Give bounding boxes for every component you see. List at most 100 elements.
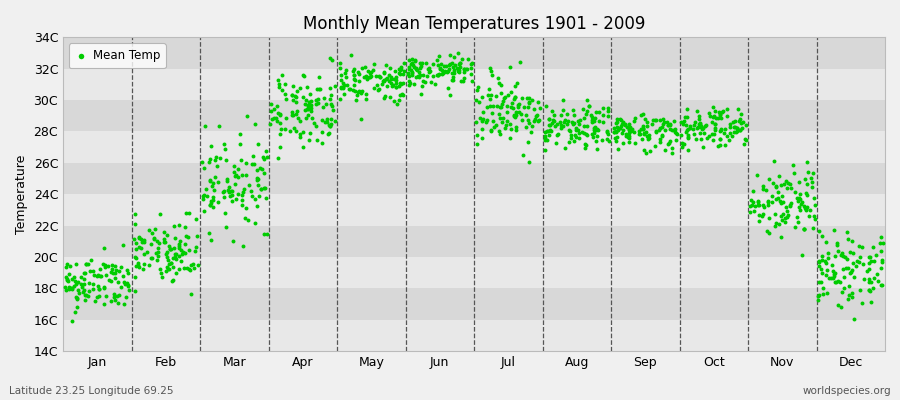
- Mean Temp: [688, 122, 702, 128]
- Mean Temp: [686, 126, 700, 132]
- Mean Temp: [769, 211, 783, 218]
- Mean Temp: [837, 284, 851, 291]
- Mean Temp: [680, 133, 695, 140]
- Mean Temp: [167, 234, 182, 241]
- Mean Temp: [485, 110, 500, 116]
- Mean Temp: [778, 218, 792, 225]
- Mean Temp: [734, 127, 748, 134]
- Mean Temp: [249, 174, 264, 181]
- Mean Temp: [458, 66, 473, 72]
- Mean Temp: [173, 238, 187, 244]
- Mean Temp: [58, 273, 73, 280]
- Mean Temp: [680, 126, 695, 133]
- Mean Temp: [92, 293, 106, 299]
- Mean Temp: [792, 195, 806, 202]
- Mean Temp: [693, 136, 707, 142]
- Mean Temp: [206, 194, 220, 200]
- Mean Temp: [608, 120, 623, 126]
- Mean Temp: [202, 202, 217, 208]
- Mean Temp: [720, 113, 734, 119]
- Mean Temp: [118, 281, 132, 287]
- Mean Temp: [783, 181, 797, 188]
- Mean Temp: [579, 131, 593, 138]
- Mean Temp: [179, 232, 194, 239]
- Mean Temp: [457, 69, 472, 76]
- Mean Temp: [388, 68, 402, 74]
- Mean Temp: [518, 112, 533, 118]
- Mean Temp: [252, 192, 266, 199]
- Mean Temp: [271, 155, 285, 161]
- Mean Temp: [433, 65, 447, 72]
- Mean Temp: [815, 253, 830, 259]
- Mean Temp: [508, 114, 523, 121]
- Mean Temp: [69, 304, 84, 310]
- Mean Temp: [455, 56, 470, 62]
- Mean Temp: [843, 269, 858, 275]
- Mean Temp: [556, 96, 571, 103]
- Mean Temp: [182, 247, 196, 254]
- Mean Temp: [300, 106, 314, 112]
- Mean Temp: [713, 142, 727, 148]
- Mean Temp: [587, 125, 601, 132]
- Mean Temp: [711, 143, 725, 149]
- Mean Temp: [564, 119, 579, 125]
- Mean Temp: [545, 117, 560, 124]
- Mean Temp: [187, 265, 202, 271]
- Mean Temp: [333, 60, 347, 67]
- Mean Temp: [382, 72, 396, 78]
- Mean Temp: [847, 315, 861, 322]
- Mean Temp: [590, 133, 604, 140]
- Mean Temp: [707, 120, 722, 127]
- Mean Temp: [158, 251, 173, 257]
- Mean Temp: [359, 96, 374, 102]
- Mean Temp: [621, 133, 635, 140]
- Mean Temp: [117, 279, 131, 286]
- Mean Temp: [778, 178, 793, 184]
- Mean Temp: [122, 287, 137, 293]
- Mean Temp: [445, 70, 459, 76]
- Mean Temp: [392, 70, 406, 76]
- Mean Temp: [545, 120, 560, 126]
- Mean Temp: [301, 102, 315, 108]
- Mean Temp: [251, 141, 266, 148]
- Mean Temp: [648, 116, 662, 123]
- Mean Temp: [217, 188, 231, 194]
- Mean Temp: [512, 101, 526, 108]
- Mean Temp: [539, 128, 554, 134]
- Mean Temp: [853, 254, 868, 260]
- Mean Temp: [706, 114, 721, 120]
- Mean Temp: [301, 102, 315, 109]
- Mean Temp: [821, 250, 835, 256]
- Mean Temp: [571, 126, 585, 133]
- Mean Temp: [585, 119, 599, 125]
- Mean Temp: [248, 121, 262, 128]
- Mean Temp: [393, 71, 408, 77]
- Mean Temp: [256, 230, 271, 237]
- Mean Temp: [153, 266, 167, 272]
- Mean Temp: [491, 110, 506, 117]
- Mean Temp: [542, 116, 556, 122]
- Mean Temp: [64, 318, 78, 324]
- Mean Temp: [132, 264, 147, 270]
- Mean Temp: [94, 273, 109, 280]
- Mean Temp: [61, 271, 76, 277]
- Mean Temp: [783, 200, 797, 206]
- Mean Temp: [791, 219, 806, 225]
- Mean Temp: [476, 116, 491, 122]
- Mean Temp: [649, 128, 663, 134]
- Mean Temp: [852, 286, 867, 293]
- Mean Temp: [812, 292, 826, 298]
- Mean Temp: [413, 60, 428, 66]
- Mean Temp: [248, 220, 263, 226]
- Mean Temp: [256, 154, 270, 160]
- Mean Temp: [867, 258, 881, 264]
- Mean Temp: [431, 71, 446, 78]
- Mean Temp: [862, 287, 877, 293]
- Mean Temp: [543, 132, 557, 138]
- Mean Temp: [332, 65, 347, 72]
- Mean Temp: [323, 101, 338, 108]
- Mean Temp: [161, 257, 176, 263]
- Mean Temp: [800, 181, 814, 187]
- Mean Temp: [616, 140, 630, 146]
- Mean Temp: [867, 275, 881, 282]
